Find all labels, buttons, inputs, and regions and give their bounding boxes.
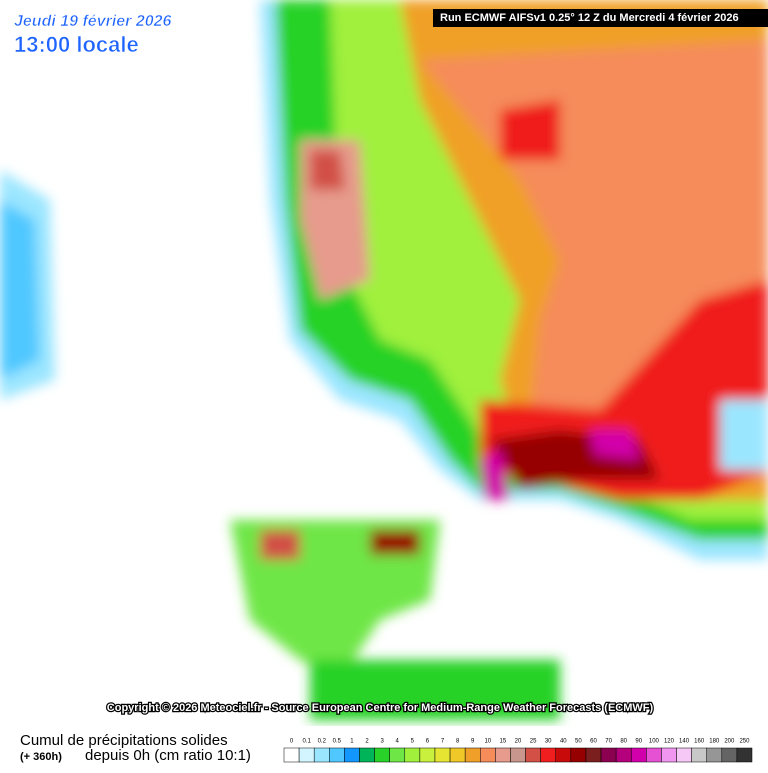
forecast-time: 13:00 locale bbox=[14, 32, 139, 57]
legend-swatch bbox=[313, 747, 330, 763]
legend-title: Cumul de précipitations solides bbox=[20, 732, 228, 749]
legend-swatch bbox=[374, 747, 390, 763]
legend-label: 200 bbox=[724, 739, 735, 745]
forecast-date: Jeudi 19 février 2026 bbox=[14, 13, 172, 30]
run-banner bbox=[433, 9, 768, 27]
legend-swatch bbox=[646, 747, 662, 763]
legend-swatch bbox=[449, 747, 466, 763]
legend-label: 0.2 bbox=[318, 739, 327, 745]
legend-swatch bbox=[298, 747, 315, 763]
legend-label: 2 bbox=[365, 739, 369, 745]
legend-swatch bbox=[419, 747, 436, 763]
legend-swatch bbox=[525, 747, 541, 763]
legend-label: 25 bbox=[530, 739, 537, 745]
legend-subtitle: depuis 0h (cm ratio 10:1) bbox=[85, 747, 251, 764]
legend-label: 1 bbox=[350, 739, 354, 745]
legend-label: 140 bbox=[679, 739, 690, 745]
field bbox=[0, 200, 40, 380]
legend-swatch bbox=[434, 747, 451, 763]
legend-swatch bbox=[495, 747, 511, 763]
legend-label: 10 bbox=[484, 739, 491, 745]
legend-swatch bbox=[585, 747, 602, 763]
legend-label: 7 bbox=[441, 739, 445, 745]
legend-label: 40 bbox=[560, 739, 567, 745]
legend-swatch bbox=[389, 747, 406, 763]
legend-range: (+ 360h) bbox=[20, 751, 62, 763]
legend-label: 3 bbox=[380, 739, 384, 745]
run-info: Run ECMWF AIFSv1 0.25° 12 Z du Mercredi … bbox=[440, 12, 739, 24]
field bbox=[500, 100, 560, 160]
legend-label: 120 bbox=[664, 739, 675, 745]
legend-swatch bbox=[464, 747, 481, 763]
field bbox=[310, 660, 560, 720]
field bbox=[370, 530, 420, 555]
legend-swatch bbox=[661, 747, 677, 763]
legend-swatch bbox=[510, 747, 526, 763]
legend-label: 60 bbox=[590, 739, 597, 745]
legend-label: 180 bbox=[709, 739, 720, 745]
legend-label: 0 bbox=[290, 739, 294, 745]
legend-label: 0.1 bbox=[302, 739, 311, 745]
legend-swatch bbox=[736, 747, 753, 763]
legend-swatch bbox=[570, 747, 587, 763]
legend-label: 15 bbox=[500, 739, 507, 745]
legend-label: 70 bbox=[605, 739, 612, 745]
legend-label: 6 bbox=[426, 739, 430, 745]
legend-swatch bbox=[615, 747, 632, 763]
legend-label: 80 bbox=[620, 739, 627, 745]
legend-swatch bbox=[691, 747, 707, 763]
legend-swatch bbox=[344, 747, 360, 763]
legend-swatch bbox=[404, 747, 421, 763]
legend-scale: 0 0.1 0.2 0.5 1 2 3 4 5 6 7 8 9 10 15 20 25 30 40 50 60 70 80 9… bbox=[283, 739, 753, 763]
legend-swatch bbox=[480, 747, 496, 763]
legend-label: 90 bbox=[635, 739, 642, 745]
legend-label: 100 bbox=[649, 739, 660, 745]
legend-swatch bbox=[555, 747, 572, 763]
legend-swatch bbox=[676, 747, 692, 763]
legend-label: 160 bbox=[694, 739, 705, 745]
legend-swatch bbox=[706, 747, 723, 763]
legend-swatch bbox=[630, 747, 647, 763]
legend-label: 250 bbox=[739, 739, 750, 745]
legend-swatch bbox=[540, 747, 556, 763]
field bbox=[590, 430, 640, 460]
legend-label: 0.5 bbox=[333, 739, 342, 745]
copyright: Copyright © 2026 Meteociel.fr - Source E… bbox=[107, 702, 654, 714]
legend-label: 50 bbox=[575, 739, 582, 745]
field bbox=[480, 450, 510, 500]
precip-field bbox=[0, 0, 768, 720]
legend-label: 30 bbox=[545, 739, 552, 745]
legend-swatch bbox=[283, 747, 300, 763]
legend-swatch bbox=[600, 747, 617, 763]
field bbox=[310, 150, 345, 190]
legend-label: 9 bbox=[471, 739, 475, 745]
legend-swatch bbox=[721, 747, 738, 763]
legend-label: 20 bbox=[515, 739, 522, 745]
legend-swatch bbox=[329, 747, 345, 763]
legend-swatch bbox=[359, 747, 375, 763]
field bbox=[260, 530, 300, 560]
field bbox=[720, 400, 768, 470]
legend-label: 5 bbox=[411, 739, 415, 745]
legend-label: 4 bbox=[396, 739, 400, 745]
legend-label: 8 bbox=[456, 739, 460, 745]
